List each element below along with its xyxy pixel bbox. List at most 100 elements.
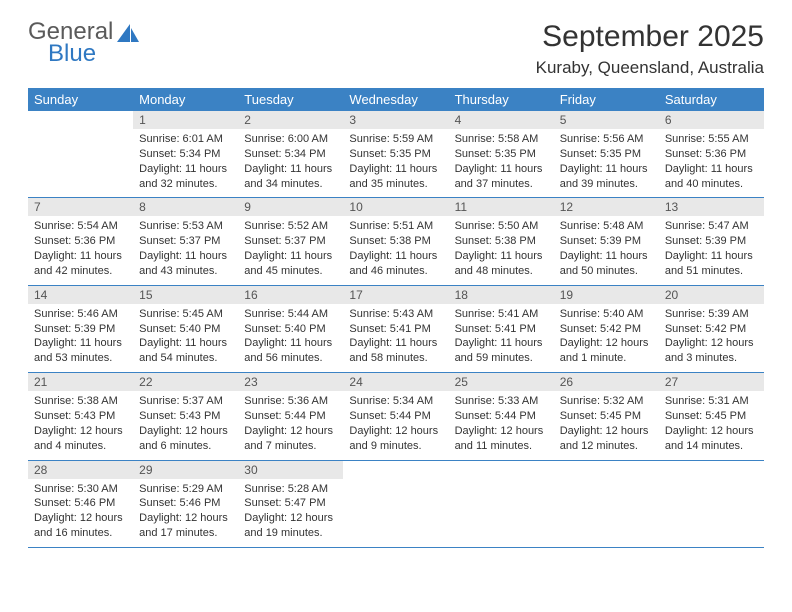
calendar-body: 1Sunrise: 6:01 AMSunset: 5:34 PMDaylight… [28, 111, 764, 547]
day-number: 29 [133, 461, 238, 479]
day-number: 9 [238, 198, 343, 216]
day-detail: Sunrise: 5:34 AMSunset: 5:44 PMDaylight:… [343, 391, 448, 459]
calendar-cell: 14Sunrise: 5:46 AMSunset: 5:39 PMDayligh… [28, 285, 133, 372]
day-detail: Sunrise: 5:48 AMSunset: 5:39 PMDaylight:… [554, 216, 659, 284]
day-detail: Sunrise: 6:00 AMSunset: 5:34 PMDaylight:… [238, 129, 343, 197]
calendar-row: 28Sunrise: 5:30 AMSunset: 5:46 PMDayligh… [28, 460, 764, 547]
calendar-cell: 2Sunrise: 6:00 AMSunset: 5:34 PMDaylight… [238, 111, 343, 198]
day-detail: Sunrise: 5:41 AMSunset: 5:41 PMDaylight:… [449, 304, 554, 372]
calendar-cell: 29Sunrise: 5:29 AMSunset: 5:46 PMDayligh… [133, 460, 238, 547]
day-number: 5 [554, 111, 659, 129]
day-detail: Sunrise: 5:39 AMSunset: 5:42 PMDaylight:… [659, 304, 764, 372]
day-number: 10 [343, 198, 448, 216]
day-number: 3 [343, 111, 448, 129]
day-number: 18 [449, 286, 554, 304]
logo-sail-icon [117, 24, 141, 49]
header: General Blue September 2025 Kuraby, Quee… [28, 20, 764, 78]
calendar-row: 21Sunrise: 5:38 AMSunset: 5:43 PMDayligh… [28, 373, 764, 460]
calendar-cell-empty [449, 460, 554, 547]
weekday-header: Friday [554, 88, 659, 111]
calendar-cell: 26Sunrise: 5:32 AMSunset: 5:45 PMDayligh… [554, 373, 659, 460]
day-detail: Sunrise: 5:38 AMSunset: 5:43 PMDaylight:… [28, 391, 133, 459]
day-detail: Sunrise: 5:32 AMSunset: 5:45 PMDaylight:… [554, 391, 659, 459]
calendar-cell: 28Sunrise: 5:30 AMSunset: 5:46 PMDayligh… [28, 460, 133, 547]
calendar-cell: 27Sunrise: 5:31 AMSunset: 5:45 PMDayligh… [659, 373, 764, 460]
day-detail: Sunrise: 5:30 AMSunset: 5:46 PMDaylight:… [28, 479, 133, 547]
day-detail: Sunrise: 5:31 AMSunset: 5:45 PMDaylight:… [659, 391, 764, 459]
location-subtitle: Kuraby, Queensland, Australia [536, 58, 764, 78]
day-detail: Sunrise: 5:28 AMSunset: 5:47 PMDaylight:… [238, 479, 343, 547]
calendar-cell: 19Sunrise: 5:40 AMSunset: 5:42 PMDayligh… [554, 285, 659, 372]
calendar-cell-empty [554, 460, 659, 547]
calendar-cell: 10Sunrise: 5:51 AMSunset: 5:38 PMDayligh… [343, 198, 448, 285]
day-detail: Sunrise: 5:37 AMSunset: 5:43 PMDaylight:… [133, 391, 238, 459]
calendar-row: 1Sunrise: 6:01 AMSunset: 5:34 PMDaylight… [28, 111, 764, 198]
calendar-cell: 7Sunrise: 5:54 AMSunset: 5:36 PMDaylight… [28, 198, 133, 285]
calendar-cell: 25Sunrise: 5:33 AMSunset: 5:44 PMDayligh… [449, 373, 554, 460]
logo-text-block: General Blue [28, 20, 113, 66]
calendar-cell: 1Sunrise: 6:01 AMSunset: 5:34 PMDaylight… [133, 111, 238, 198]
calendar-cell: 21Sunrise: 5:38 AMSunset: 5:43 PMDayligh… [28, 373, 133, 460]
calendar-cell: 6Sunrise: 5:55 AMSunset: 5:36 PMDaylight… [659, 111, 764, 198]
calendar-cell: 9Sunrise: 5:52 AMSunset: 5:37 PMDaylight… [238, 198, 343, 285]
calendar-page: General Blue September 2025 Kuraby, Quee… [0, 0, 792, 568]
day-number [554, 461, 659, 479]
calendar-cell: 8Sunrise: 5:53 AMSunset: 5:37 PMDaylight… [133, 198, 238, 285]
day-number [28, 111, 133, 129]
calendar-cell-empty [28, 111, 133, 198]
weekday-header: Wednesday [343, 88, 448, 111]
day-number [659, 461, 764, 479]
day-detail: Sunrise: 5:47 AMSunset: 5:39 PMDaylight:… [659, 216, 764, 284]
day-detail [659, 479, 764, 503]
calendar-cell-empty [659, 460, 764, 547]
day-detail: Sunrise: 5:44 AMSunset: 5:40 PMDaylight:… [238, 304, 343, 372]
day-detail [28, 129, 133, 153]
day-number: 21 [28, 373, 133, 391]
day-number: 8 [133, 198, 238, 216]
day-number: 22 [133, 373, 238, 391]
day-number: 23 [238, 373, 343, 391]
day-number: 12 [554, 198, 659, 216]
calendar-cell: 30Sunrise: 5:28 AMSunset: 5:47 PMDayligh… [238, 460, 343, 547]
day-detail: Sunrise: 5:43 AMSunset: 5:41 PMDaylight:… [343, 304, 448, 372]
day-number: 20 [659, 286, 764, 304]
day-number: 6 [659, 111, 764, 129]
calendar-cell-empty [343, 460, 448, 547]
day-detail: Sunrise: 5:52 AMSunset: 5:37 PMDaylight:… [238, 216, 343, 284]
day-detail: Sunrise: 5:59 AMSunset: 5:35 PMDaylight:… [343, 129, 448, 197]
day-detail: Sunrise: 5:33 AMSunset: 5:44 PMDaylight:… [449, 391, 554, 459]
weekday-header: Thursday [449, 88, 554, 111]
day-detail: Sunrise: 5:58 AMSunset: 5:35 PMDaylight:… [449, 129, 554, 197]
calendar-cell: 5Sunrise: 5:56 AMSunset: 5:35 PMDaylight… [554, 111, 659, 198]
day-detail: Sunrise: 5:56 AMSunset: 5:35 PMDaylight:… [554, 129, 659, 197]
day-number: 17 [343, 286, 448, 304]
day-number: 16 [238, 286, 343, 304]
day-number: 25 [449, 373, 554, 391]
calendar-cell: 22Sunrise: 5:37 AMSunset: 5:43 PMDayligh… [133, 373, 238, 460]
day-detail: Sunrise: 5:45 AMSunset: 5:40 PMDaylight:… [133, 304, 238, 372]
weekday-row: SundayMondayTuesdayWednesdayThursdayFrid… [28, 88, 764, 111]
day-number: 24 [343, 373, 448, 391]
day-number: 11 [449, 198, 554, 216]
day-detail: Sunrise: 5:40 AMSunset: 5:42 PMDaylight:… [554, 304, 659, 372]
logo-word-blue: Blue [48, 42, 113, 66]
day-number: 19 [554, 286, 659, 304]
day-detail: Sunrise: 5:46 AMSunset: 5:39 PMDaylight:… [28, 304, 133, 372]
day-number: 13 [659, 198, 764, 216]
day-number [449, 461, 554, 479]
calendar-table: SundayMondayTuesdayWednesdayThursdayFrid… [28, 88, 764, 548]
day-number: 14 [28, 286, 133, 304]
weekday-header: Sunday [28, 88, 133, 111]
logo: General Blue [28, 20, 141, 66]
day-number: 2 [238, 111, 343, 129]
calendar-cell: 4Sunrise: 5:58 AMSunset: 5:35 PMDaylight… [449, 111, 554, 198]
day-number: 28 [28, 461, 133, 479]
calendar-cell: 20Sunrise: 5:39 AMSunset: 5:42 PMDayligh… [659, 285, 764, 372]
calendar-cell: 18Sunrise: 5:41 AMSunset: 5:41 PMDayligh… [449, 285, 554, 372]
day-number: 27 [659, 373, 764, 391]
calendar-head: SundayMondayTuesdayWednesdayThursdayFrid… [28, 88, 764, 111]
weekday-header: Monday [133, 88, 238, 111]
day-detail: Sunrise: 5:29 AMSunset: 5:46 PMDaylight:… [133, 479, 238, 547]
day-detail [343, 479, 448, 503]
calendar-cell: 15Sunrise: 5:45 AMSunset: 5:40 PMDayligh… [133, 285, 238, 372]
